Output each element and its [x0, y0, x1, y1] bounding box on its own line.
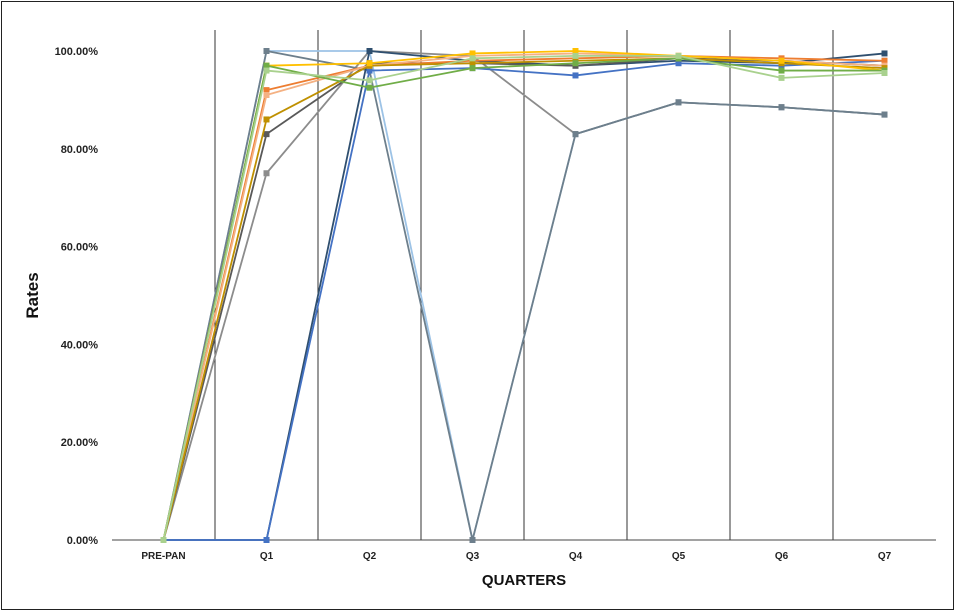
y-tick-label: 60.00% — [61, 242, 99, 254]
x-tick-label: Q1 — [260, 551, 274, 562]
data-point — [778, 74, 785, 81]
x-tick-label: Q6 — [775, 551, 789, 562]
data-point — [263, 62, 270, 69]
series-line — [163, 59, 885, 541]
data-point — [469, 537, 476, 543]
data-point — [469, 65, 476, 72]
data-point — [572, 52, 579, 59]
data-point — [572, 72, 579, 79]
data-point — [881, 70, 888, 77]
data-point — [675, 60, 682, 67]
data-point — [263, 87, 270, 94]
data-point — [778, 67, 785, 74]
x-tick-label: Q4 — [569, 551, 583, 562]
data-point — [778, 57, 785, 64]
data-point — [881, 50, 888, 57]
data-point — [469, 60, 476, 67]
x-tick-labels: PRE-PAN Q1 Q2 Q3 Q4 Q5 Q6 Q7 — [141, 551, 891, 562]
data-point — [675, 52, 682, 59]
data-point — [778, 104, 785, 111]
y-tick-label: 100.00% — [55, 46, 99, 58]
x-tick-label: PRE-PAN — [141, 551, 185, 562]
data-point — [366, 67, 373, 74]
y-tick-label: 0.00% — [67, 535, 98, 547]
vertical-grid — [214, 30, 834, 540]
data-point — [675, 99, 682, 106]
data-point — [263, 92, 270, 99]
series-layer — [160, 48, 888, 543]
y-tick-label: 40.00% — [61, 339, 99, 351]
x-tick-label: Q2 — [363, 551, 377, 562]
y-tick-labels: 0.00% 20.00% 40.00% 60.00% 80.00% 100.00% — [55, 46, 99, 547]
data-point — [263, 131, 270, 138]
series-line — [162, 57, 885, 541]
data-point — [572, 60, 579, 67]
data-point — [366, 77, 373, 84]
series-line — [162, 54, 885, 541]
x-axis-title: QUARTERS — [482, 572, 566, 589]
series-line — [162, 50, 885, 541]
data-point — [263, 170, 270, 177]
series-12 — [160, 52, 888, 543]
x-tick-label: Q3 — [466, 551, 480, 562]
y-axis-title: Rates — [23, 272, 42, 318]
data-point — [881, 57, 888, 64]
data-point — [469, 55, 476, 62]
data-point — [572, 131, 579, 138]
x-tick-label: Q7 — [878, 551, 892, 562]
y-tick-label: 80.00% — [61, 144, 99, 156]
data-point — [469, 50, 476, 57]
data-point — [366, 84, 373, 91]
data-point — [263, 116, 270, 123]
data-point — [881, 111, 888, 118]
series-line — [162, 54, 885, 541]
y-tick-label: 20.00% — [61, 437, 99, 449]
data-point — [263, 48, 270, 54]
data-point — [263, 67, 270, 74]
series-line — [162, 50, 885, 541]
data-point — [366, 48, 373, 54]
data-point — [160, 537, 167, 543]
data-point — [366, 60, 373, 67]
data-point — [572, 48, 579, 54]
data-point — [263, 537, 270, 543]
series-line — [162, 57, 885, 541]
x-tick-label: Q5 — [672, 551, 686, 562]
